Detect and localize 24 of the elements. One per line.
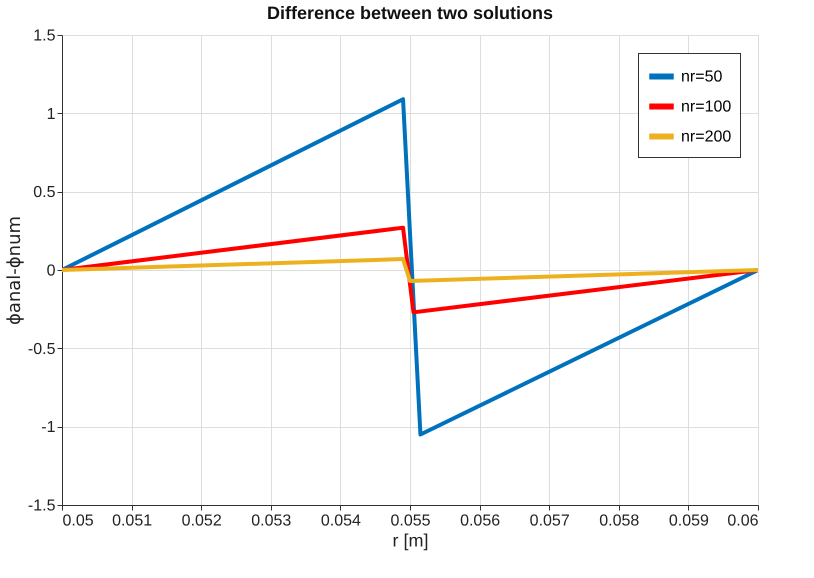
x-tick-label: 0.058 (599, 512, 640, 530)
legend-label: nr=200 (681, 128, 732, 146)
y-axis-title: ϕanal-ϕnum (4, 216, 25, 326)
x-tick-label: 0.057 (530, 512, 570, 530)
y-tick-label: -1 (41, 419, 56, 436)
y-tick-label: 0.5 (33, 184, 56, 202)
x-tick-label: 0.052 (182, 512, 222, 530)
x-tick-label: 0.059 (668, 512, 710, 530)
x-tick-label: 0.054 (320, 512, 362, 530)
x-tick-label: 0.053 (251, 512, 292, 530)
x-tick-label: 0.055 (390, 512, 431, 530)
x-tick-label: 0.06 (727, 512, 759, 530)
x-tick-label: 0.05 (62, 512, 94, 530)
x-tick-label: 0.051 (112, 512, 152, 530)
legend-label: nr=50 (681, 68, 722, 86)
x-tick-label: 0.056 (460, 512, 500, 530)
y-tick-label: -1.5 (28, 498, 56, 514)
legend-label: nr=100 (681, 98, 732, 116)
y-tick-label: 1 (46, 106, 56, 123)
y-tick-label: -0.5 (28, 340, 56, 358)
x-axis-title: r [m] (392, 530, 428, 550)
y-tick-label: 0 (46, 262, 56, 280)
chart-title: Difference between two solutions (266, 3, 554, 23)
y-tick-label: 1.5 (33, 28, 56, 44)
